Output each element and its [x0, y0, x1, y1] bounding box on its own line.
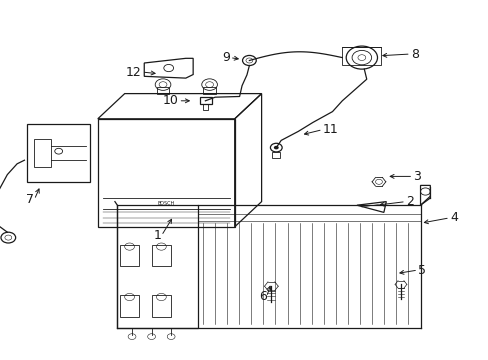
Bar — [272, 152, 280, 158]
Text: 6: 6 — [258, 291, 266, 303]
Text: 8: 8 — [410, 48, 418, 60]
Bar — [27, 124, 90, 182]
Text: 2: 2 — [405, 195, 413, 208]
Bar — [151, 245, 171, 266]
Bar — [156, 87, 169, 94]
Text: 4: 4 — [449, 211, 457, 224]
Circle shape — [273, 146, 278, 149]
Text: 10: 10 — [163, 94, 178, 107]
Bar — [203, 104, 207, 110]
Bar — [151, 295, 171, 317]
Text: BOSCH: BOSCH — [157, 201, 175, 206]
Bar — [342, 47, 381, 65]
Bar — [120, 245, 139, 266]
Text: 9: 9 — [222, 51, 229, 64]
Text: 7: 7 — [26, 193, 34, 206]
Bar — [120, 295, 139, 317]
Text: 11: 11 — [322, 123, 338, 136]
Text: 3: 3 — [412, 170, 420, 183]
Text: 5: 5 — [417, 264, 425, 276]
Bar — [34, 139, 51, 167]
Bar — [98, 119, 234, 227]
Bar — [203, 87, 216, 94]
Text: 12: 12 — [126, 66, 142, 78]
Bar — [117, 205, 198, 328]
Text: 1: 1 — [153, 229, 161, 242]
Bar — [199, 97, 211, 104]
